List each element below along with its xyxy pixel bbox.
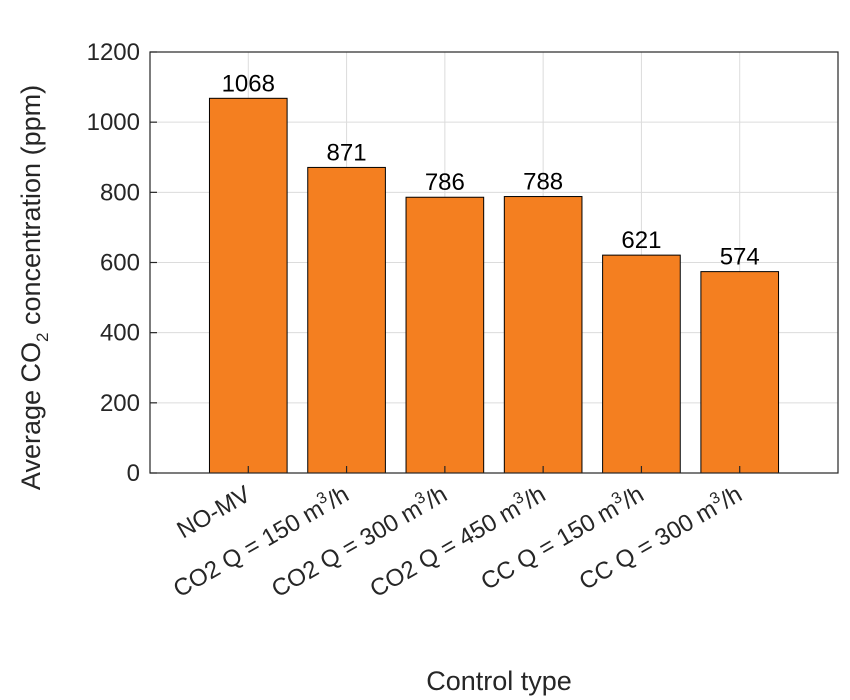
x-category-label: CO2 Q = 300 m3/h (266, 479, 452, 603)
category-unit: /h (519, 481, 550, 514)
y-tick-label: 200 (100, 390, 140, 417)
bar-value-label: 1068 (222, 70, 275, 97)
bar (503, 196, 583, 474)
category-text: NO-MV (173, 481, 256, 544)
bar-value-label: 786 (425, 169, 465, 196)
bar-value-label: 574 (720, 244, 760, 271)
x-category-label: CC Q = 300 m3/h (574, 479, 747, 596)
y-tick-label: 800 (100, 179, 140, 206)
y-tick-label: 1000 (87, 109, 140, 136)
y-axis-ticks: 0 200 400 600 800 1000 1200 (87, 39, 157, 487)
bar (307, 166, 386, 474)
bar-value-label: 788 (523, 169, 563, 196)
bar (700, 271, 780, 474)
bar (208, 97, 288, 474)
bar-value-label: 621 (621, 227, 661, 254)
category-unit: /h (618, 481, 649, 514)
y-tick-label: 1200 (87, 39, 140, 66)
y-axis-title: Average CO2 concentration (ppm) (16, 85, 52, 490)
category-unit: /h (421, 481, 452, 514)
data-labels: 1068 871 786 788 621 574 (222, 70, 760, 270)
x-category-label: CO2 Q = 150 m3/h (168, 479, 354, 603)
bar (405, 196, 485, 474)
x-category-label: CC Q = 150 m3/h (475, 479, 648, 596)
x-category-label: NO-MV (173, 481, 256, 544)
y-tick-label: 600 (100, 250, 140, 277)
bars (208, 97, 780, 474)
bar (602, 254, 681, 474)
y-tick-label: 400 (100, 320, 140, 347)
x-category-label: CO2 Q = 450 m3/h (364, 479, 550, 603)
category-unit: /h (323, 481, 354, 514)
bar-value-label: 871 (327, 139, 367, 166)
x-axis-title: Control type (426, 666, 572, 696)
y-tick-label: 0 (127, 460, 140, 487)
category-unit: /h (716, 481, 747, 514)
